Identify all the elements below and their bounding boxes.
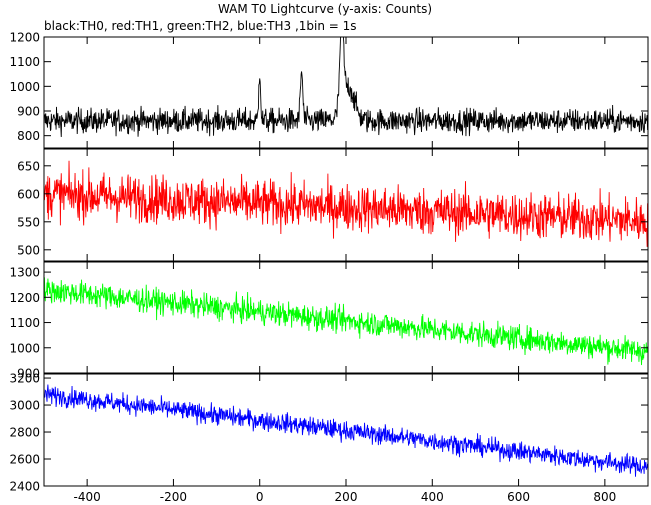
y-tick-label: 1000 (9, 80, 40, 94)
y-tick-label: 3200 (9, 372, 40, 386)
y-tick-label: 550 (17, 215, 40, 229)
y-tick-label: 1100 (9, 55, 40, 69)
y-tick-label: 1200 (9, 291, 40, 305)
y-tick-label: 600 (17, 187, 40, 201)
panel-frame (43, 261, 649, 374)
x-tick-label: 600 (507, 490, 530, 504)
y-tick-label: 2800 (9, 426, 40, 440)
chart-title: WAM T0 Lightcurve (y-axis: Counts) (218, 2, 432, 16)
series-line-TH3 (44, 384, 648, 477)
y-tick-label: 2600 (9, 453, 40, 467)
x-tick-label: 200 (335, 490, 358, 504)
panel-TH2: 900 1000 1100 1200 1300 (9, 261, 649, 381)
y-tick-label: 650 (17, 159, 40, 173)
x-axis: -400 -200 0 200 400 600 800 (74, 490, 617, 504)
x-tick-label: 0 (256, 490, 264, 504)
x-tick-label: 800 (593, 490, 616, 504)
x-tick-label: 400 (421, 490, 444, 504)
x-tick-label: -400 (74, 490, 101, 504)
chart-subtitle: black:TH0, red:TH1, green:TH2, blue:TH3 … (44, 19, 357, 33)
panel-TH0: 800 900 1000 1100 1200 (9, 31, 649, 149)
x-tick-label: -200 (160, 490, 187, 504)
y-tick-label: 900 (17, 105, 40, 119)
y-tick-label: 500 (17, 243, 40, 257)
y-tick-label: 1200 (9, 31, 40, 45)
panel-TH3: 2400 2600 2800 3000 3200 (9, 372, 649, 494)
y-tick-label: 1100 (9, 316, 40, 330)
y-tick-label: 1000 (9, 341, 40, 355)
series-line-TH0 (44, 37, 648, 137)
panel-group: 800 900 1000 1100 1200 500 550 600 650 900 1000 110… (9, 31, 649, 494)
y-tick-label: 2400 (9, 480, 40, 494)
series-line-TH1 (44, 160, 648, 247)
series-line-TH2 (44, 277, 648, 366)
y-tick-label: 800 (17, 129, 40, 143)
y-tick-label: 1300 (9, 266, 40, 280)
y-tick-label: 900 (17, 367, 40, 381)
y-tick-label: 3000 (9, 399, 40, 413)
panel-TH1: 500 550 600 650 (17, 148, 649, 262)
